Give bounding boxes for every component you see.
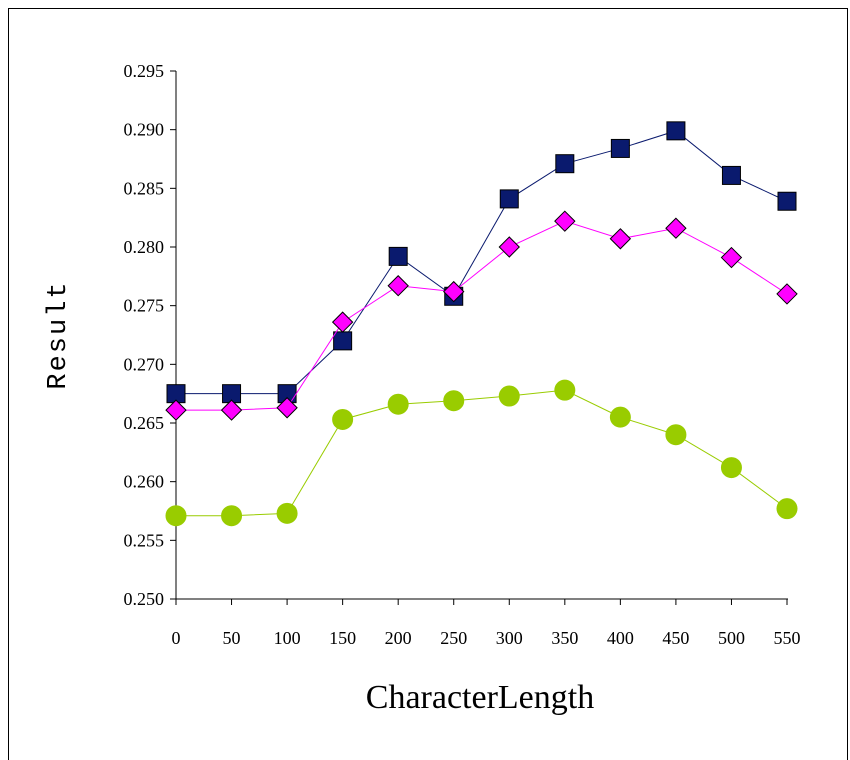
- data-point-circle: [276, 502, 298, 524]
- data-point-circle: [609, 406, 631, 428]
- data-point-diamond: [331, 311, 354, 333]
- data-point-diamond: [443, 280, 465, 303]
- series-2: [165, 210, 798, 421]
- x-tick-label: 450: [662, 628, 689, 648]
- y-tick-label: 0.265: [124, 413, 165, 433]
- series-3: [165, 379, 798, 527]
- y-tick-label: 0.275: [124, 296, 165, 316]
- x-tick-label: 550: [774, 628, 801, 648]
- y-axis-ticks: 0.250 0.255 0.260 0.265 0.270 0.275 0.280 0.285…: [124, 61, 176, 609]
- data-point-diamond: [220, 399, 243, 421]
- data-point-square: [666, 121, 686, 141]
- y-tick-label: 0.290: [124, 120, 165, 140]
- series-line: [176, 130, 788, 395]
- data-point-diamond: [498, 236, 520, 258]
- data-point-circle: [776, 498, 798, 520]
- x-tick-label: 350: [551, 628, 578, 648]
- x-axis-title: CharacterLength: [366, 679, 594, 716]
- data-point-square: [721, 165, 741, 185]
- y-tick-label: 0.260: [124, 472, 165, 492]
- y-tick-label: 0.285: [124, 178, 165, 198]
- chart-frame: [8, 8, 848, 760]
- data-point-diamond: [609, 228, 632, 250]
- data-point-circle: [332, 408, 354, 430]
- data-point-diamond: [387, 275, 409, 297]
- series-line: [176, 220, 788, 411]
- y-tick-label: 0.255: [124, 530, 165, 550]
- x-tick-label: 300: [496, 628, 523, 648]
- data-point-diamond: [554, 210, 576, 232]
- data-point-square: [333, 331, 353, 351]
- data-point-circle: [498, 385, 520, 407]
- data-point-diamond: [665, 217, 687, 239]
- x-tick-label: 0: [172, 628, 181, 648]
- y-tick-label: 0.280: [124, 237, 165, 257]
- data-point-diamond: [165, 399, 187, 421]
- data-point-square: [555, 154, 575, 174]
- y-tick-label: 0.295: [124, 61, 165, 81]
- data-point-diamond: [776, 283, 798, 305]
- x-tick-label: 150: [329, 628, 356, 648]
- x-tick-label: 400: [607, 628, 634, 648]
- x-tick-label: 500: [718, 628, 745, 648]
- data-point-square: [610, 138, 630, 158]
- x-axis-ticks: 0 50 100 150 200 250 300 350 400 450 500 550: [172, 599, 801, 648]
- series-1: [166, 121, 797, 404]
- data-point-circle: [720, 457, 742, 479]
- data-point-square: [777, 191, 797, 211]
- data-point-square: [499, 189, 519, 209]
- y-tick-label: 0.250: [124, 589, 165, 609]
- x-tick-label: 100: [274, 628, 301, 648]
- series-group: [165, 121, 798, 527]
- data-point-square: [388, 246, 408, 266]
- data-point-circle: [387, 393, 409, 415]
- data-point-circle: [665, 424, 687, 446]
- data-point-circle: [443, 390, 465, 412]
- y-axis-title: Result: [44, 280, 74, 389]
- data-point-diamond: [276, 397, 298, 419]
- x-tick-label: 250: [440, 628, 467, 648]
- y-tick-label: 0.270: [124, 354, 165, 374]
- data-point-circle: [165, 505, 187, 527]
- x-tick-label: 200: [385, 628, 412, 648]
- data-point-circle: [554, 379, 576, 401]
- data-point-circle: [221, 505, 243, 527]
- x-tick-label: 50: [223, 628, 241, 648]
- data-point-diamond: [720, 246, 743, 269]
- axes: [175, 71, 788, 600]
